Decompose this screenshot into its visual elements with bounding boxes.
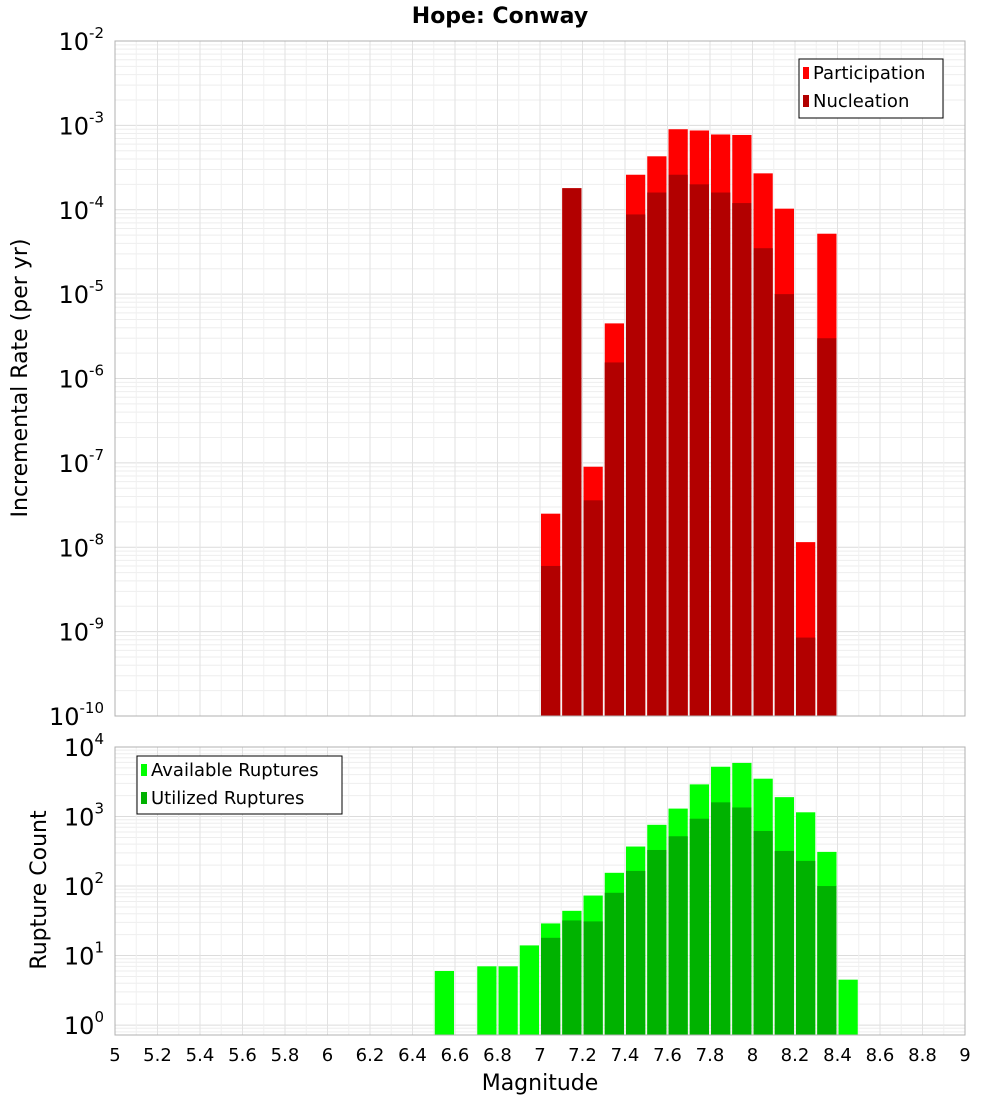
- legend-swatch: [803, 95, 809, 107]
- x-tick-label: 8.6: [866, 1045, 895, 1066]
- legend-label: Nucleation: [813, 91, 909, 112]
- bar: [817, 886, 837, 1035]
- bar: [477, 966, 497, 1035]
- bar: [711, 192, 731, 717]
- bar: [668, 174, 688, 716]
- legend-swatch: [141, 764, 147, 776]
- legend-box: [136, 755, 343, 815]
- series-nucleation: [541, 174, 837, 717]
- bar: [796, 637, 816, 716]
- x-tick-label: 8.2: [781, 1045, 810, 1066]
- bar: [562, 188, 582, 717]
- y-tick-label: 10-6: [58, 362, 104, 394]
- count-panel: 100 101 102 103 104 5 5.2 5.4 5.6 5.8 6 6.2 6.4 6.6 6.…: [64, 730, 971, 1066]
- y-tick-label: 10-2: [58, 24, 104, 56]
- bar: [626, 870, 646, 1035]
- bar: [583, 921, 603, 1035]
- x-tick-label: 6.8: [483, 1045, 512, 1066]
- plot-frame: [114, 746, 966, 1036]
- x-tick-label: 5.4: [186, 1045, 215, 1066]
- x-tick-label: 8.4: [823, 1045, 852, 1066]
- x-tick-label: 5: [109, 1045, 120, 1066]
- bar: [668, 836, 688, 1035]
- y-tick-labels: 100 101 102 103 104: [64, 730, 104, 1040]
- bar: [774, 294, 794, 716]
- x-tick-label: 7.6: [653, 1045, 682, 1066]
- bar: [689, 818, 709, 1035]
- bar: [519, 945, 539, 1035]
- x-tick-label: 7.8: [696, 1045, 725, 1066]
- x-tick-label: 6.6: [441, 1045, 470, 1066]
- bar: [689, 184, 709, 717]
- legend-label: Available Ruptures: [151, 760, 319, 781]
- y-tick-label: 10-5: [58, 277, 104, 309]
- plot-frame: [114, 40, 966, 717]
- y-tick-label: 10-7: [58, 446, 104, 478]
- x-tick-label: 6: [322, 1045, 333, 1066]
- x-tick-labels: 5 5.2 5.4 5.6 5.8 6 6.2 6.4 6.6 6.8 7 7.2 7.4 7.6 7.8 8…: [109, 1045, 970, 1066]
- bar: [647, 849, 667, 1035]
- y-tick-label: 10-4: [58, 193, 104, 225]
- legend-swatch: [803, 67, 809, 79]
- bar: [562, 920, 582, 1035]
- bar: [498, 966, 518, 1035]
- y-tick-label: 100: [64, 1008, 104, 1040]
- y-tick-label: 10-9: [58, 615, 104, 647]
- bar: [774, 850, 794, 1035]
- bar: [541, 565, 561, 716]
- y-tick-label: 101: [64, 939, 104, 971]
- bar: [604, 362, 624, 716]
- bar: [732, 203, 752, 716]
- bar: [647, 192, 667, 717]
- y-tick-label: 10-8: [58, 530, 104, 562]
- chart-title: Hope: Conway: [412, 4, 588, 29]
- rate-panel: 10-10 10-9 10-8 10-7 10-6 10-5 10-4 10-3 10-2 Par…: [49, 24, 966, 731]
- x-axis-label: Magnitude: [482, 1071, 599, 1096]
- y-tick-label: 104: [64, 730, 104, 762]
- legend-label: Utilized Ruptures: [151, 788, 304, 809]
- y-tick-label: 103: [64, 800, 104, 832]
- series-utilized-ruptures: [541, 802, 837, 1035]
- x-tick-label: 5.8: [271, 1045, 300, 1066]
- bar: [753, 830, 773, 1035]
- x-tick-label: 7.4: [611, 1045, 640, 1066]
- x-tick-label: 6.4: [398, 1045, 427, 1066]
- bar: [583, 500, 603, 716]
- legend: Available Ruptures Utilized Ruptures: [136, 755, 343, 815]
- bar: [604, 892, 624, 1035]
- x-tick-label: 6.2: [356, 1045, 385, 1066]
- y-tick-label: 10-3: [58, 108, 104, 140]
- bar: [711, 802, 731, 1035]
- grid: [114, 40, 966, 717]
- bar: [626, 214, 646, 717]
- legend-box: [798, 58, 944, 119]
- y-tick-label: 102: [64, 869, 104, 901]
- legend-label: Participation: [813, 63, 925, 84]
- x-tick-label: 9: [959, 1045, 970, 1066]
- top-y-axis-label: Incremental Rate (per yr): [8, 239, 33, 518]
- x-tick-label: 8.8: [908, 1045, 937, 1066]
- x-tick-label: 7: [534, 1045, 545, 1066]
- y-tick-labels: 10-10 10-9 10-8 10-7 10-6 10-5 10-4 10-3 10-2: [49, 24, 104, 731]
- bar: [732, 807, 752, 1035]
- bar: [796, 860, 816, 1035]
- bar: [817, 338, 837, 716]
- bar: [838, 979, 858, 1035]
- x-tick-label: 7.2: [568, 1045, 597, 1066]
- bar: [753, 248, 773, 717]
- legend: Participation Nucleation: [798, 58, 944, 119]
- bar: [434, 970, 454, 1035]
- legend-swatch: [141, 792, 147, 804]
- x-tick-label: 8: [747, 1045, 758, 1066]
- bar: [541, 937, 561, 1035]
- bottom-y-axis-label: Rupture Count: [27, 810, 52, 970]
- x-tick-label: 5.2: [143, 1045, 172, 1066]
- y-tick-label: 10-10: [49, 699, 104, 731]
- x-tick-label: 5.6: [228, 1045, 257, 1066]
